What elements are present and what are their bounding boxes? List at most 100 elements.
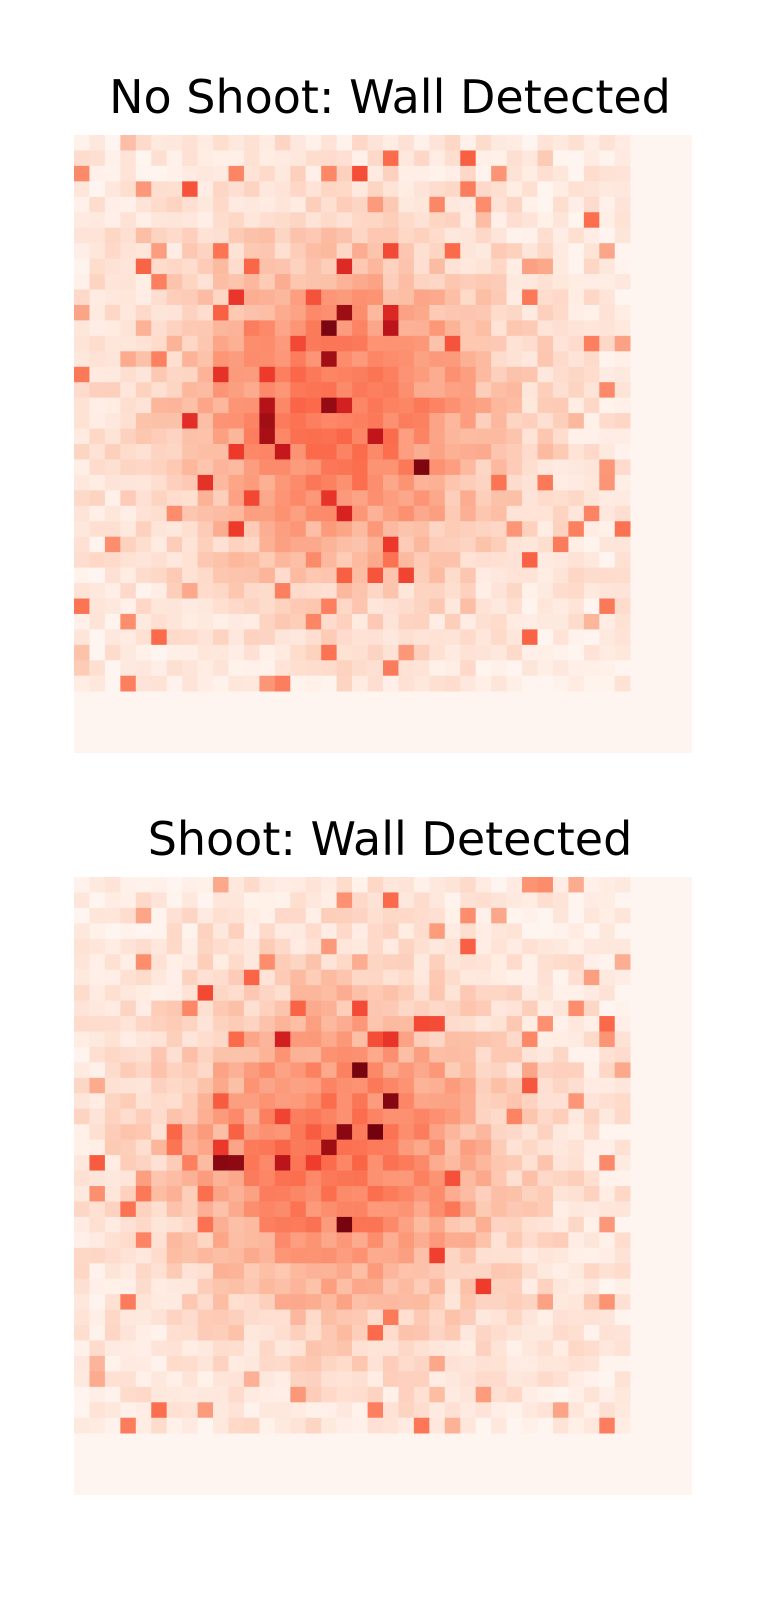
heatmap-cell: [197, 1294, 214, 1310]
heatmap-cell: [460, 1216, 477, 1233]
heatmap-cell: [305, 1325, 322, 1341]
heatmap-cell: [383, 552, 399, 568]
heatmap-cell: [506, 907, 523, 924]
heatmap-cell: [213, 521, 229, 538]
heatmap-cell: [336, 474, 353, 491]
heatmap-cell: [135, 505, 152, 522]
heatmap-cell: [506, 923, 523, 940]
heatmap-cell: [367, 1386, 384, 1403]
heatmap-cell: [197, 1046, 214, 1063]
heatmap-cell: [74, 552, 90, 568]
heatmap-cell: [460, 938, 477, 955]
heatmap-cell: [74, 382, 90, 398]
heatmap-cell: [398, 366, 415, 383]
heatmap-cell: [259, 490, 276, 507]
heatmap-cell: [352, 598, 368, 615]
heatmap-cell: [321, 1139, 337, 1156]
heatmap-cell: [460, 1232, 477, 1249]
heatmap-cell: [213, 444, 229, 460]
heatmap-cell: [89, 444, 106, 460]
heatmap-cell: [151, 675, 168, 692]
heatmap-cell: [74, 351, 90, 368]
heatmap-cell: [259, 675, 276, 692]
heatmap-cell: [89, 505, 106, 522]
heatmap-cell: [274, 1124, 291, 1140]
heatmap-cell: [599, 1263, 616, 1280]
heatmap-cell: [259, 1031, 276, 1048]
heatmap-cell: [120, 1371, 137, 1388]
heatmap-cell: [398, 1263, 415, 1280]
heatmap-cell: [583, 382, 600, 398]
heatmap-cell: [321, 335, 337, 352]
heatmap-cell: [444, 1309, 461, 1326]
heatmap-cell: [336, 382, 353, 398]
heatmap-cell: [274, 444, 291, 460]
heatmap-cell: [599, 1216, 616, 1233]
heatmap-cell: [336, 351, 353, 368]
heatmap-cell: [305, 382, 322, 398]
heatmap-cell: [568, 521, 585, 538]
heatmap-cell: [614, 1201, 631, 1218]
heatmap-cell: [74, 397, 90, 414]
heatmap-cell: [274, 1340, 291, 1357]
heatmap-cell: [336, 181, 353, 198]
heatmap-cell: [413, 1216, 430, 1233]
heatmap-cell: [599, 1000, 616, 1017]
heatmap-cell: [151, 892, 168, 909]
heatmap-cell: [506, 1139, 523, 1156]
heatmap-cell: [243, 459, 260, 476]
heatmap-cell: [506, 258, 523, 275]
heatmap-cell: [135, 1031, 152, 1048]
heatmap-cell: [135, 165, 152, 182]
heatmap-cell: [197, 366, 214, 383]
heatmap-cell: [182, 613, 198, 630]
heatmap-cell: [491, 1016, 507, 1032]
heatmap-cell: [460, 1124, 477, 1140]
heatmap-cell: [135, 413, 152, 429]
heatmap-cell: [120, 675, 137, 692]
heatmap-cell: [89, 1402, 106, 1419]
heatmap-cell: [460, 892, 477, 909]
heatmap-cell: [135, 150, 152, 167]
heatmap-cell: [243, 196, 260, 213]
heatmap-cell: [413, 660, 430, 677]
heatmap-cell: [367, 644, 384, 661]
heatmap-cell: [213, 536, 229, 553]
heatmap-cell: [429, 1201, 446, 1218]
heatmap-cell: [568, 474, 585, 491]
heatmap-cell: [522, 1139, 538, 1156]
heatmap-cell: [259, 274, 276, 290]
heatmap-cell: [182, 521, 198, 538]
heatmap-cell: [444, 258, 461, 275]
heatmap-cell: [383, 196, 399, 213]
heatmap-cell: [336, 521, 353, 538]
heatmap-cell: [74, 1325, 90, 1341]
heatmap-cell: [583, 150, 600, 167]
heatmap-cell: [429, 1417, 446, 1434]
heatmap-cell: [321, 1309, 337, 1326]
heatmap-cell: [413, 552, 430, 568]
heatmap-cell: [104, 877, 121, 893]
heatmap-cell: [506, 227, 523, 244]
heatmap-cell: [583, 613, 600, 630]
heatmap-cell: [182, 428, 198, 445]
heatmap-cell: [120, 1278, 137, 1295]
heatmap-cell: [120, 196, 137, 213]
heatmap-cell: [614, 1247, 631, 1264]
heatmap-cell: [305, 1232, 322, 1249]
heatmap-cell: [89, 567, 106, 584]
heatmap-cell: [259, 474, 276, 491]
heatmap-cell: [522, 428, 538, 445]
heatmap-cell: [537, 289, 554, 306]
heatmap-cell: [89, 598, 106, 615]
heatmap-cell: [444, 923, 461, 940]
heatmap-cell: [614, 1139, 631, 1156]
heatmap-cell: [568, 644, 585, 661]
heatmap-cell: [614, 1216, 631, 1233]
heatmap-cell: [383, 135, 399, 151]
heatmap-cell: [305, 1108, 322, 1125]
heatmap-cell: [228, 1247, 245, 1264]
heatmap-cell: [491, 1232, 507, 1249]
heatmap-cell: [213, 552, 229, 568]
heatmap-cell: [614, 1294, 631, 1310]
